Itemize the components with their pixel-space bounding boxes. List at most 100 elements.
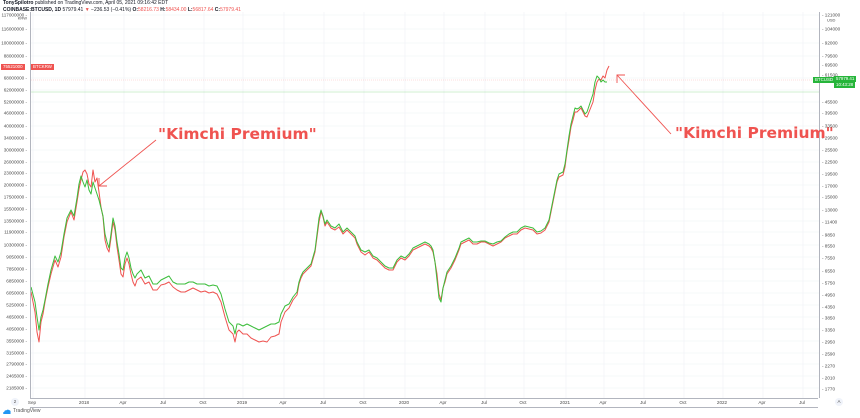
btcusd-symbol-label: BTCUSD bbox=[813, 77, 836, 83]
left-axis-tick: 100000000 - bbox=[1, 40, 27, 46]
time-axis-tick: Jul bbox=[160, 400, 166, 405]
left-axis-tick: 52000000 - bbox=[3, 99, 27, 105]
time-axis-tick: Sep bbox=[27, 400, 37, 405]
right-axis-tick: - 61500 bbox=[822, 72, 838, 78]
btckrw-line bbox=[31, 65, 610, 343]
right-axis-tick: - 22500 bbox=[822, 159, 838, 165]
btckrw-symbol-label: BTCKRW bbox=[31, 64, 54, 70]
publish-text: published on TradingView.com, April 05, … bbox=[34, 0, 169, 6]
left-axis-tick: 26000000 - bbox=[3, 159, 27, 165]
time-axis-tick: 2021 bbox=[559, 400, 571, 405]
left-axis-tick: 4050000 - bbox=[6, 326, 27, 332]
horizontal-gridlines bbox=[31, 14, 819, 389]
right-axis-tick: - 11400 bbox=[822, 219, 838, 225]
low-label: L: bbox=[187, 7, 193, 13]
publish-info: TonySpilotro published on TradingView.co… bbox=[3, 0, 168, 7]
right-axis-tick: - 19500 bbox=[822, 171, 838, 177]
right-axis-tick: - 3350 bbox=[822, 327, 836, 333]
left-axis-tick: 40000000 - bbox=[3, 123, 27, 129]
right-axis-tick: - 13000 bbox=[822, 207, 838, 213]
right-axis-tick: - 7550 bbox=[822, 255, 836, 261]
btckrw-price-label: 75521000 bbox=[1, 64, 25, 70]
right-axis-tick: - 2010 bbox=[822, 375, 836, 381]
high-value: 58434.00 bbox=[165, 7, 187, 13]
right-axis-tick: - 4950 bbox=[822, 292, 836, 298]
symbol-name[interactable]: COINBASE:BTCUSD, 1D bbox=[3, 7, 62, 13]
open-value: 58216.73 bbox=[138, 7, 159, 13]
right-axis-currency: USD bbox=[827, 17, 836, 23]
low-value: 56817.64 bbox=[192, 7, 214, 13]
left-axis-tick: 2185000 - bbox=[6, 385, 27, 391]
right-axis-tick: - 3850 bbox=[822, 315, 836, 321]
btcusd-price-label: 57979.41 bbox=[834, 76, 857, 82]
chart-pane[interactable] bbox=[30, 12, 820, 398]
time-axis-tick: Oct bbox=[519, 400, 527, 405]
right-axis-tick: - 45500 bbox=[822, 99, 838, 105]
left-axis-tick: 117000000 - bbox=[1, 12, 27, 18]
left-axis-tick: 2790000 - bbox=[6, 361, 27, 367]
left-axis-tick: 3150000 - bbox=[6, 350, 27, 356]
left-axis-tick: 11900000 - bbox=[4, 229, 27, 235]
btcusd-line bbox=[31, 75, 607, 335]
right-axis-tick: - 92000 bbox=[822, 40, 838, 46]
axis-settings-button[interactable]: 2 bbox=[11, 398, 19, 406]
right-axis-tick: - 17000 bbox=[822, 183, 838, 189]
price-chart bbox=[31, 12, 819, 398]
left-axis-tick: 116000000 - bbox=[1, 26, 27, 32]
right-axis-tick: - 2270 bbox=[822, 363, 836, 369]
right-axis-tick: - 79500 bbox=[822, 53, 838, 59]
left-axis-tick: 7850000 - bbox=[6, 266, 27, 272]
time-axis-tick: Apr bbox=[758, 400, 766, 405]
price-change: −236.53 (−0.41%) bbox=[91, 7, 132, 13]
time-axis-tick: Jul bbox=[481, 400, 487, 405]
left-price-axis[interactable]: KRW 117000000 - 116000000 - 100000000 - 880… bbox=[0, 12, 29, 398]
left-axis-tick: 6050000 - bbox=[6, 290, 27, 296]
arrow-right-annotation bbox=[616, 74, 672, 135]
tradingview-logo[interactable]: TradingView bbox=[3, 408, 41, 414]
right-axis-tick: - 2590 bbox=[822, 351, 836, 357]
time-axis-tick: Apr bbox=[279, 400, 287, 405]
time-axis-tick: Oct bbox=[359, 400, 367, 405]
left-axis-currency: KRW bbox=[17, 15, 27, 21]
time-axis-tick: Jul bbox=[799, 400, 805, 405]
time-axis-tick: Apr bbox=[599, 400, 607, 405]
left-axis-tick: 15500000 - bbox=[3, 206, 27, 212]
symbol-legend: COINBASE:BTCUSD, 1D 57979.41 ▼ −236.53 (… bbox=[3, 7, 241, 14]
time-axis-tick: Jul bbox=[320, 400, 326, 405]
right-axis-tick: - 33500 bbox=[822, 123, 838, 129]
kimchi-premium-annotation-left: "Kimchi Premium" bbox=[158, 125, 317, 143]
time-axis-tick: Oct bbox=[199, 400, 207, 405]
left-axis-tick: 13500000 - bbox=[3, 218, 27, 224]
right-axis-tick: - 2950 bbox=[822, 339, 836, 345]
right-axis-tick: - 8550 bbox=[822, 243, 836, 249]
time-axis-tick: 2018 bbox=[78, 400, 90, 405]
right-axis-tick: - 5750 bbox=[822, 280, 836, 286]
open-label: O: bbox=[132, 7, 139, 13]
right-axis-tick: - 39500 bbox=[822, 110, 838, 116]
right-axis-tick: - 6550 bbox=[822, 268, 836, 274]
time-axis-tick: 2022 bbox=[716, 400, 728, 405]
right-axis-tick: - 4350 bbox=[822, 304, 836, 310]
right-axis-tick: - 1770 bbox=[822, 386, 836, 392]
left-axis-tick: 4650000 - bbox=[6, 314, 27, 320]
time-axis-tick: 2020 bbox=[398, 400, 410, 405]
left-axis-tick: 34000000 - bbox=[3, 135, 27, 141]
left-axis-tick: 2465000 - bbox=[6, 373, 27, 379]
left-axis-tick: 9050000 - bbox=[6, 254, 27, 260]
right-price-axis[interactable]: USD - 121000 - 104000 - 92000 - 79500 - 6950… bbox=[819, 12, 860, 398]
right-axis-tick: - 121000 bbox=[822, 12, 841, 18]
close-label: C: bbox=[214, 7, 221, 13]
left-axis-tick: 62000000 - bbox=[3, 87, 27, 93]
left-axis-tick: 5250000 - bbox=[6, 302, 27, 308]
left-axis-tick: 3550000 - bbox=[6, 338, 27, 344]
right-axis-tick: - 69500 bbox=[822, 62, 838, 68]
time-axis[interactable]: Sep 2018 Apr Jul Oct 2019 Apr Jul Oct 2020 Apr Jul O… bbox=[27, 398, 818, 408]
auto-scale-button[interactable]: A bbox=[835, 398, 843, 406]
time-axis-tick: 2019 bbox=[236, 400, 248, 405]
left-axis-tick: 20000000 - bbox=[3, 182, 27, 188]
right-axis-tick: - 15000 bbox=[822, 194, 838, 200]
high-label: H: bbox=[160, 7, 166, 13]
author-name[interactable]: TonySpilotro bbox=[3, 0, 34, 6]
last-price: 57979.41 bbox=[62, 7, 84, 13]
down-arrow-icon: ▼ bbox=[84, 7, 90, 13]
